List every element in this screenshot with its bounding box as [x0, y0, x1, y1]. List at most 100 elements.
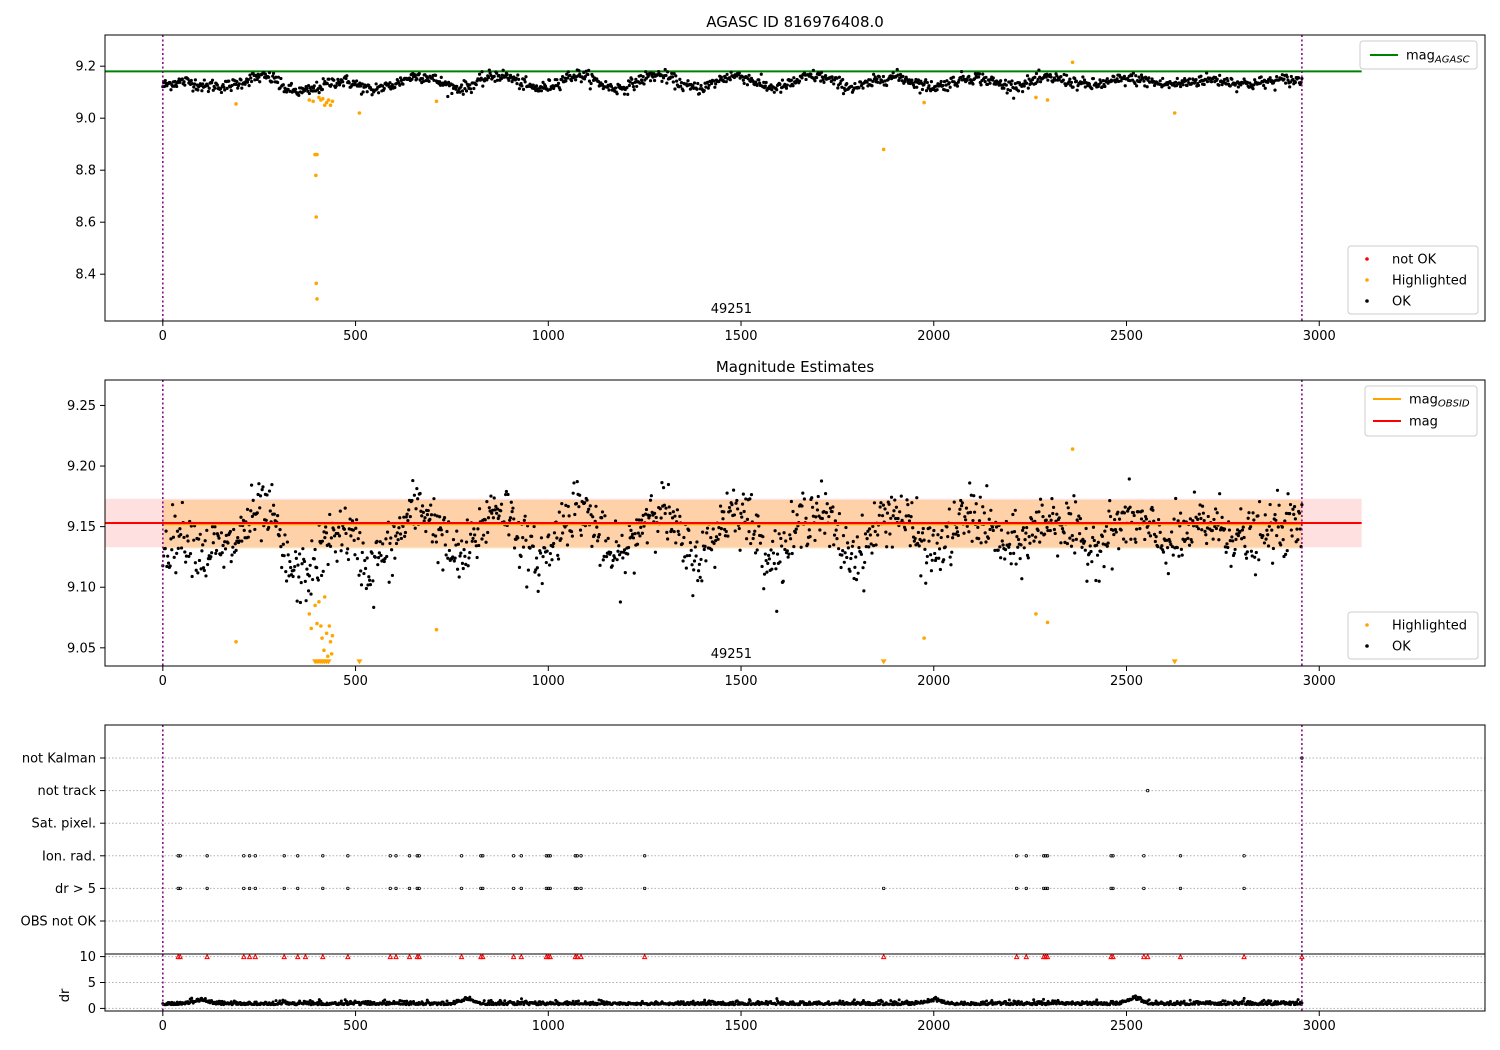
ok-point [463, 87, 467, 91]
ok-point [699, 557, 703, 562]
dr-threshold-marker [479, 953, 486, 960]
ok-point [230, 553, 234, 557]
ok-point [422, 519, 426, 523]
ok-point [807, 528, 811, 532]
ok-point [1206, 514, 1210, 519]
ok-point [731, 488, 736, 492]
ok-point [517, 77, 521, 81]
ok-point [1071, 538, 1075, 542]
dr-point [357, 1000, 361, 1004]
ok-point [877, 75, 881, 79]
ok-point [1228, 539, 1232, 543]
flag-point [642, 854, 647, 858]
ok-point [458, 90, 462, 94]
ok-point [788, 537, 793, 541]
dr-point [229, 1000, 233, 1004]
ok-point [1062, 72, 1066, 77]
ok-point [959, 75, 963, 80]
flag-point [296, 854, 300, 858]
ok-point [311, 89, 315, 93]
ok-point [861, 86, 865, 90]
ok-point [639, 518, 644, 522]
ok-point [1088, 544, 1092, 548]
ok-point [742, 81, 746, 86]
x-tick-label: 1000 [532, 1019, 565, 1034]
ok-point [224, 533, 228, 537]
ok-point [1244, 552, 1248, 556]
ok-point [1203, 529, 1207, 533]
ok-point [170, 503, 175, 507]
ok-point [598, 563, 602, 567]
ok-point [600, 82, 605, 87]
ok-point [837, 511, 842, 516]
ok-point [432, 497, 436, 501]
ok-point [169, 537, 173, 541]
ok-point [1165, 538, 1169, 542]
flag-point [1024, 854, 1028, 858]
ok-point [415, 77, 419, 81]
ok-point [1161, 550, 1166, 554]
ok-point [174, 571, 178, 575]
highlighted-point [317, 95, 321, 100]
ok-point [1133, 81, 1137, 86]
ok-point [631, 536, 636, 540]
ok-point [495, 71, 499, 75]
ok-point [639, 78, 644, 82]
ok-point [483, 518, 487, 522]
ok-point [294, 556, 298, 561]
x-tick-label: 0 [159, 329, 167, 344]
ok-point [291, 574, 295, 579]
flag-point [407, 854, 412, 858]
flag-point [1146, 788, 1150, 793]
ok-point [850, 552, 854, 556]
ok-point [933, 551, 937, 556]
ok-point [972, 77, 977, 81]
ok-point [705, 531, 709, 535]
dr-point [841, 999, 845, 1003]
panel-1-title: AGASC ID 816976408.0 [706, 13, 884, 31]
ok-point [945, 79, 949, 83]
ok-point [1099, 549, 1103, 554]
dr-threshold-marker [345, 953, 351, 960]
ok-point [916, 78, 921, 82]
ok-point [295, 599, 299, 603]
ok-point [716, 537, 720, 541]
ok-point [1143, 84, 1147, 88]
ok-point [1214, 526, 1219, 531]
ok-point [987, 517, 991, 521]
ok-point [726, 534, 730, 538]
ok-point [786, 555, 790, 559]
ok-point [310, 539, 314, 543]
ok-point [486, 516, 491, 520]
flag-point [1045, 886, 1050, 891]
ok-point [1020, 84, 1024, 88]
ok-point [706, 86, 710, 90]
ok-point [235, 79, 239, 84]
ok-point [1138, 527, 1142, 531]
legend-label-sub: OBSID [1438, 399, 1470, 410]
legend-marker-swatch [1365, 644, 1369, 648]
ok-point [419, 509, 423, 513]
ok-point [1051, 511, 1055, 516]
panel-agasc-magnitude: AGASC ID 816976408.0 49251 0 500 1000 1500 2… [75, 13, 1486, 344]
ok-point [578, 528, 583, 532]
highlighted-point [313, 603, 317, 608]
ok-point [810, 505, 815, 509]
ok-point [1266, 533, 1270, 537]
ok-point [1092, 538, 1096, 543]
ok-point [236, 536, 240, 540]
ok-point [184, 554, 189, 558]
ok-point [210, 551, 214, 555]
ok-point [927, 539, 931, 543]
ok-point [970, 539, 974, 543]
ok-point [667, 505, 671, 509]
flag-point [1111, 854, 1115, 858]
ok-point [1143, 537, 1147, 542]
ok-point [814, 515, 818, 519]
highlighted-offscale-marker [325, 659, 332, 665]
ok-point [880, 514, 885, 518]
ok-point [487, 68, 491, 72]
ok-point [1016, 545, 1020, 549]
ok-point [232, 527, 236, 532]
ok-point [963, 515, 967, 519]
